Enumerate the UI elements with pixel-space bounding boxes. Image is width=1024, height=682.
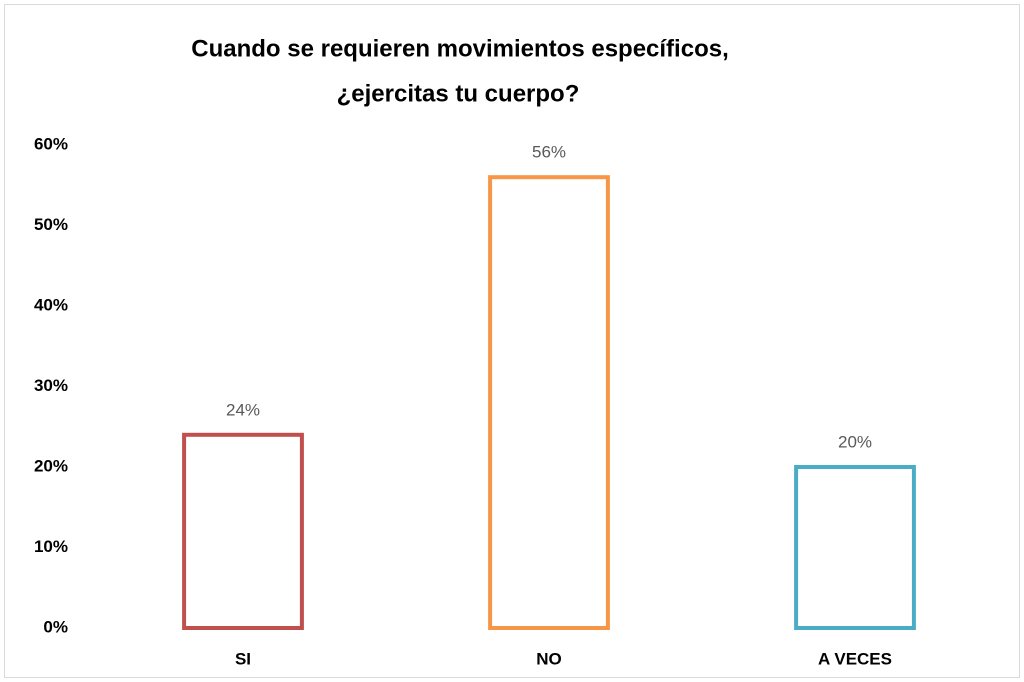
value-label: 56% <box>532 143 566 162</box>
value-label: 24% <box>226 400 260 419</box>
y-tick-label: 50% <box>34 215 68 234</box>
x-tick-label: A VECES <box>818 649 892 668</box>
y-tick-label: 30% <box>34 376 68 395</box>
y-tick-label: 40% <box>34 295 68 314</box>
bar <box>182 432 304 630</box>
y-tick-label: 60% <box>34 134 68 153</box>
x-tick-label: SI <box>235 649 251 668</box>
value-label: 20% <box>838 432 872 451</box>
chart-border <box>4 4 1020 678</box>
y-tick-label: 20% <box>34 456 68 475</box>
bar <box>794 465 916 630</box>
y-tick-label: 0% <box>43 617 68 636</box>
chart-title: ¿ejercitas tu cuerpo? <box>337 80 580 107</box>
y-tick-label: 10% <box>34 537 68 556</box>
x-tick-label: NO <box>536 649 562 668</box>
chart-title: Cuando se requieren movimientos específi… <box>191 35 729 62</box>
bar <box>488 175 610 630</box>
